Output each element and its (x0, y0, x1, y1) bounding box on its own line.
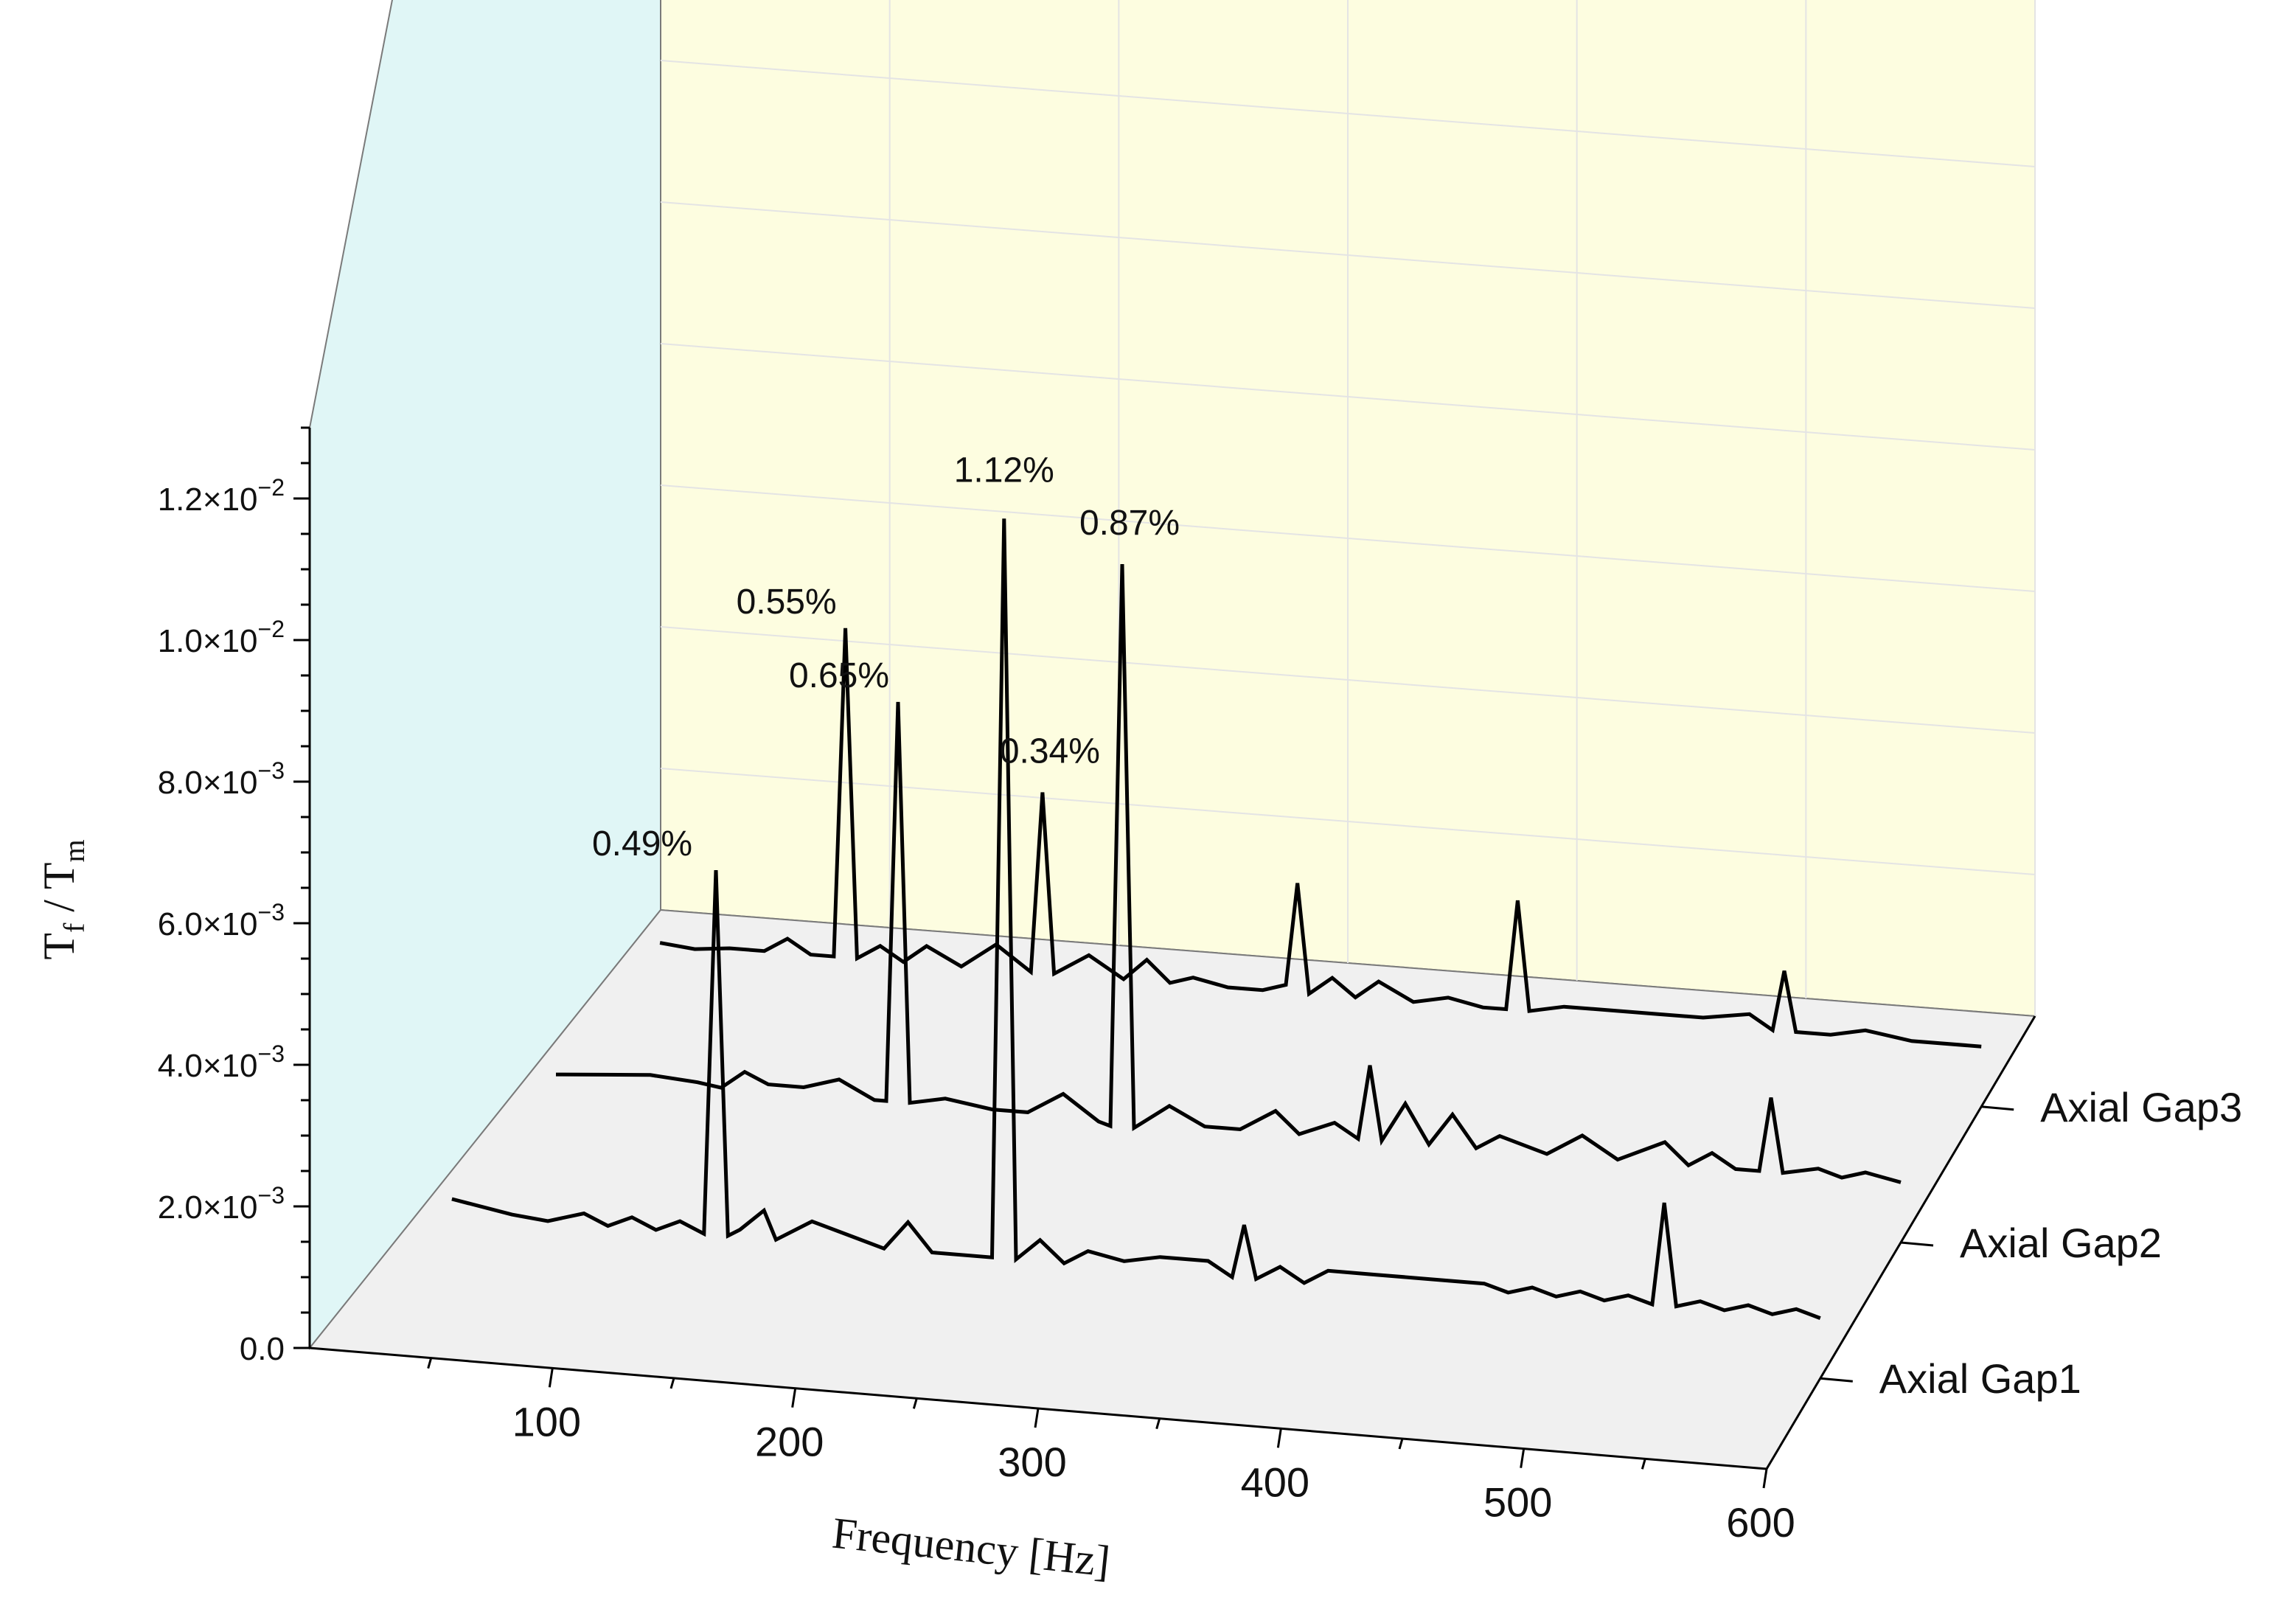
y-tick-mantissa: 8.0×10 (158, 765, 258, 801)
y-tick-mantissa: 2.0×10 (158, 1189, 258, 1226)
y-tick-label: 0.0 (240, 1331, 285, 1367)
y-title-main: T (35, 933, 83, 960)
x-tick-label-300: 300 (998, 1439, 1066, 1485)
y-tick-exponent: −2 (258, 474, 285, 501)
grid-line-y (660, 484, 2036, 592)
x-tick-label-200: 200 (755, 1419, 824, 1465)
y-tick-mantissa: 1.0×10 (158, 623, 258, 659)
x-tick-label-600: 600 (1726, 1499, 1795, 1546)
y-tick-mantissa: 6.0×10 (158, 906, 258, 942)
y-tick-mantissa: 1.2×10 (158, 482, 258, 518)
series-group (451, 518, 1982, 1320)
x-tick-label-400: 400 (1241, 1459, 1309, 1505)
peak-annotations: 0.49% 1.12% 0.65% 0.87% 0.55% 0.34% (592, 451, 1180, 863)
x-tick-mark (1276, 1428, 1282, 1448)
x-tick-mark (1520, 1448, 1526, 1468)
x-tick-mark (912, 1397, 918, 1409)
peak-label: 0.87% (1079, 504, 1180, 543)
series-label-1: Axial Gap1 (1879, 1355, 2081, 1402)
grid-line-y (660, 343, 2036, 451)
y-title-sep: / (35, 889, 83, 923)
series-line-1 (451, 518, 1821, 1320)
x-tick-mark (1155, 1418, 1161, 1430)
peak-label: 0.65% (789, 656, 889, 695)
y-title-main2: T (35, 862, 83, 889)
y-tick-label: 4.0×10−3 (158, 1040, 285, 1084)
grid-line-y (660, 768, 2036, 875)
x-tick-mark (548, 1368, 554, 1388)
y-tick-exponent: −2 (258, 616, 285, 642)
x-tick-mark (791, 1388, 797, 1408)
peak-label: 0.49% (592, 824, 692, 863)
y-title-sub1: f (58, 922, 91, 933)
series-tick-mark (1900, 1241, 1934, 1247)
series-label-2: Axial Gap2 (1960, 1220, 2162, 1266)
y-tick-mantissa: 0.0 (240, 1331, 285, 1367)
peak-label: 1.12% (954, 451, 1054, 490)
grid-lines (660, 0, 2036, 1016)
x-tick-mark (1398, 1438, 1404, 1450)
y-tick-exponent: −3 (258, 1182, 285, 1209)
grid-line-y (660, 626, 2036, 734)
x-tick-label-100: 100 (512, 1398, 581, 1445)
x-axis-title: Frequency [Hz] (830, 1509, 1113, 1586)
grid-line-y (660, 60, 2036, 167)
x-tick-label-500: 500 (1483, 1479, 1552, 1526)
y-axis-title: Tf / Tm (35, 839, 91, 959)
series-labels: Axial Gap1 Axial Gap2 Axial Gap3 (1820, 1084, 2242, 1402)
y-axis-ticks: 0.02.0×10−34.0×10−36.0×10−38.0×10−31.0×1… (158, 426, 310, 1367)
y-tick-exponent: −3 (258, 1040, 285, 1067)
grid-line-y (660, 201, 2036, 309)
y-tick-label: 6.0×10−3 (158, 899, 285, 942)
x-tick-mark (1034, 1408, 1040, 1428)
series-label-3: Axial Gap3 (2040, 1084, 2242, 1130)
y-tick-label: 8.0×10−3 (158, 757, 285, 801)
series-tick-mark (1981, 1105, 2014, 1111)
y-tick-mantissa: 4.0×10 (158, 1048, 258, 1084)
y-tick-label: 2.0×10−3 (158, 1182, 285, 1226)
y-tick-label: 1.0×10−2 (158, 616, 285, 659)
y-title-sub2: m (58, 839, 91, 862)
peak-label: 0.34% (1000, 732, 1100, 771)
y-tick-exponent: −3 (258, 757, 285, 784)
series-tick-mark (1820, 1377, 1853, 1383)
x-axis-ticks: 100 200 300 400 500 600 (427, 1358, 1795, 1546)
x-tick-mark (427, 1358, 433, 1369)
x-tick-mark (1762, 1468, 1768, 1489)
peak-label: 0.55% (737, 583, 837, 622)
series-line-3 (659, 628, 1982, 1049)
x-tick-mark (669, 1377, 675, 1389)
x-tick-mark (1641, 1458, 1646, 1470)
y-tick-label: 1.2×10−2 (158, 474, 285, 518)
y-tick-exponent: −3 (258, 899, 285, 925)
series-line-2 (555, 564, 1902, 1184)
